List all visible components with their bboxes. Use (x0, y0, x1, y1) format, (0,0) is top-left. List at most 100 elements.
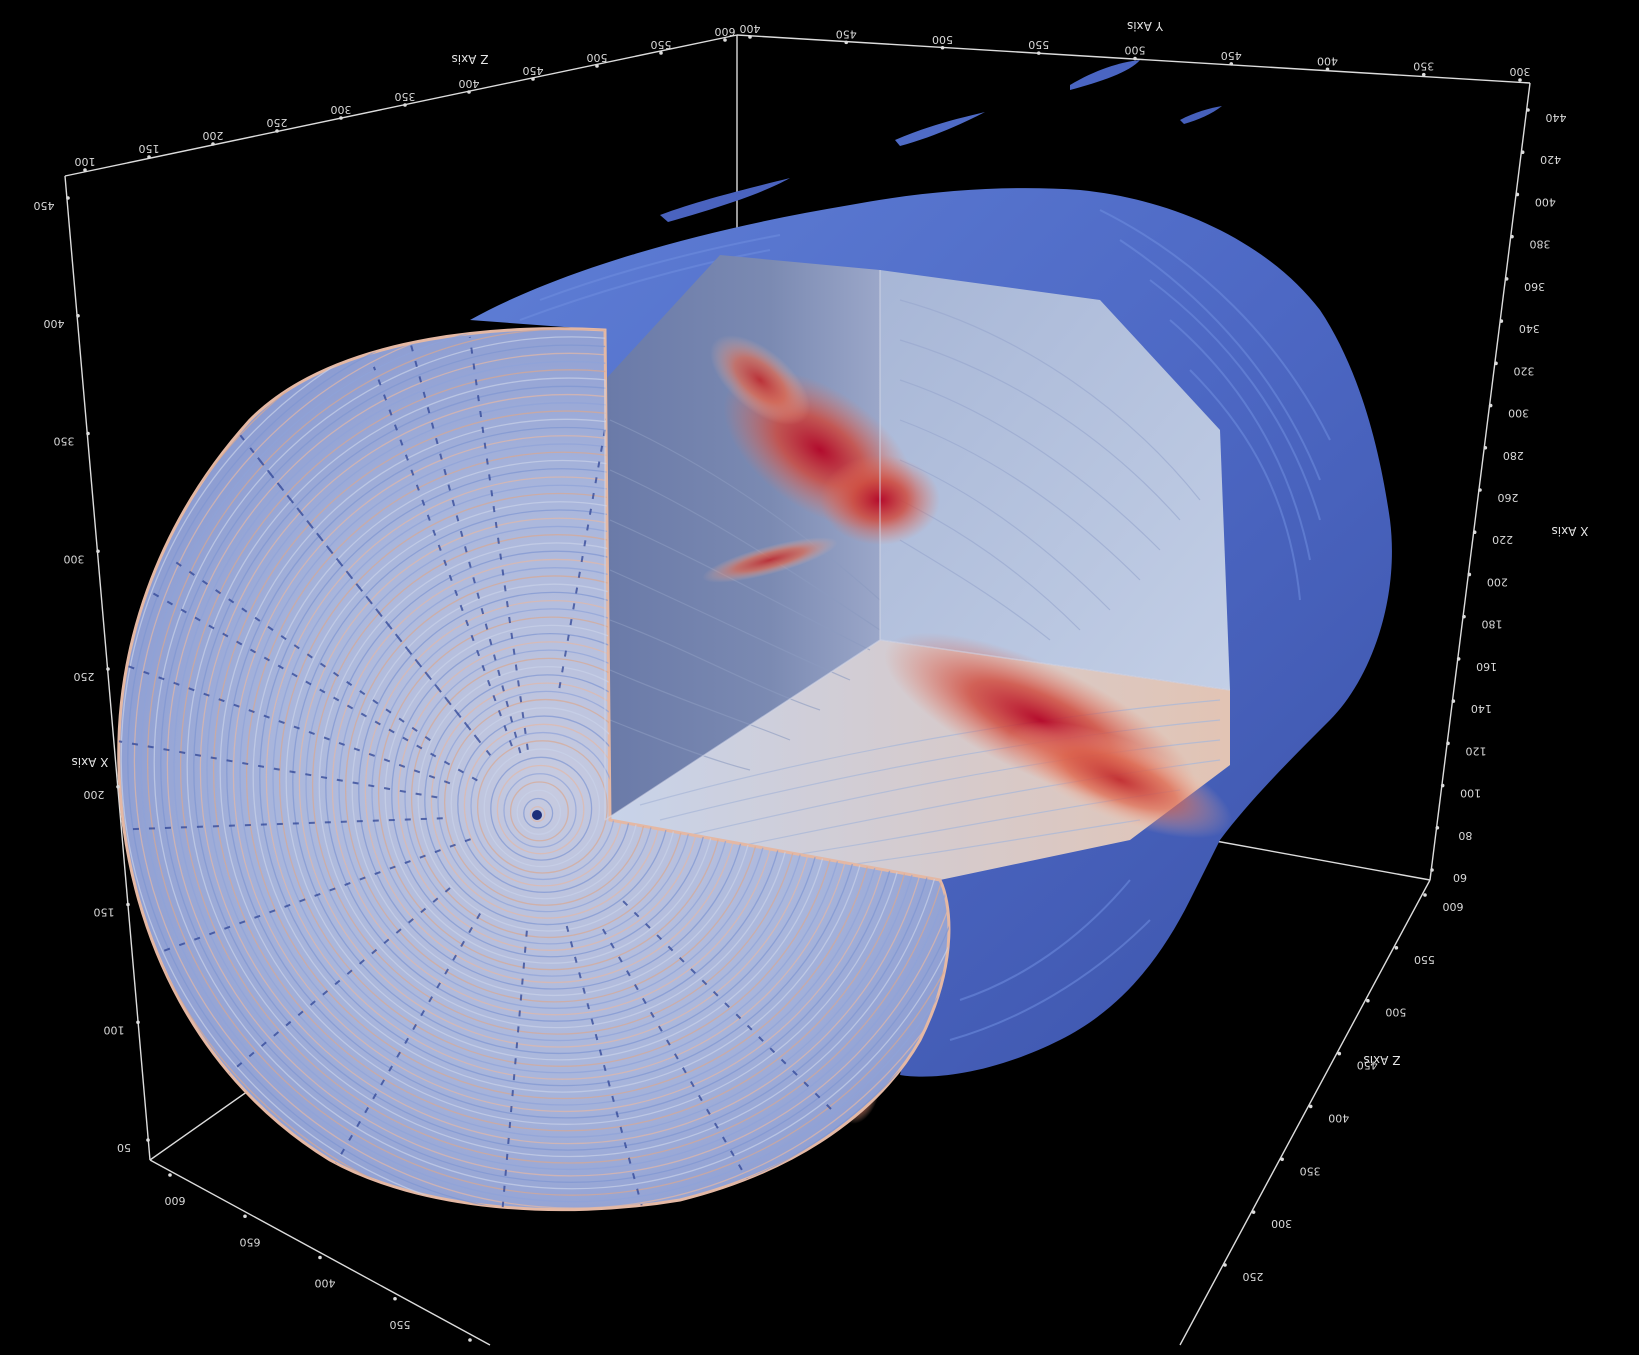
z-top-axis-tick-label: 550 (651, 38, 672, 51)
bottom-left-axis-tick-mark (318, 1256, 322, 1260)
z-right-axis-tick-mark (1223, 1263, 1227, 1267)
x-right-axis-tick-mark (1489, 404, 1493, 408)
x-right-axis-tick-mark (1521, 150, 1525, 154)
z-top-axis-tick-label: 500 (587, 51, 608, 64)
z-right-axis-tick-label: 400 (1328, 1111, 1349, 1124)
x-right-axis-tick-label: 420 (1540, 153, 1561, 166)
x-right-axis-tick-mark (1473, 530, 1477, 534)
z-top-axis-tick-label: 150 (139, 142, 160, 155)
x-right-axis-tick-label: 220 (1492, 533, 1513, 546)
z-right-axis-tick-mark (1309, 1105, 1313, 1109)
x-left-axis-tick-label: 100 (104, 1023, 125, 1036)
z-right-axis-tick-label: 300 (1271, 1217, 1292, 1230)
y-top-axis-tick-label: 350 (1413, 60, 1434, 73)
x-left-axis-tick-label: 400 (44, 317, 65, 330)
z-top-axis-tick-label: 400 (459, 77, 480, 90)
x-right-axis-tick-mark (1452, 699, 1456, 703)
x-left-axis-tick-mark (116, 785, 120, 789)
z-right-axis-tick-mark (1366, 999, 1370, 1003)
x-left-axis-tick-mark (126, 903, 130, 907)
x-left-axis-tick-label: 150 (94, 906, 115, 919)
z-top-axis-tick-label: 350 (395, 90, 416, 103)
x-left-axis-tick-mark (136, 1020, 140, 1024)
y-top-axis-tick-label: 400 (1317, 54, 1338, 67)
x-left-axis-title: X Axis (72, 755, 109, 769)
z-right-axis-tick-label: 500 (1385, 1006, 1406, 1019)
x-right-axis-tick-mark (1430, 868, 1434, 872)
y-top-axis-tick-label: 400 (740, 22, 761, 35)
x-right-axis-tick-label: 140 (1471, 702, 1492, 715)
bottom-left-axis-tick-mark (243, 1214, 247, 1218)
bottom-left-axis-tick-label: 650 (240, 1235, 261, 1248)
x-left-axis-tick-mark (66, 196, 70, 200)
x-right-axis-tick-label: 300 (1508, 407, 1529, 420)
x-left-axis-tick-mark (76, 314, 80, 318)
bottom-left-axis-tick-label: 550 (390, 1318, 411, 1331)
bottom-left-axis-tick-label: 600 (165, 1194, 186, 1207)
x-right-axis-tick-label: 400 (1535, 195, 1556, 208)
y-top-axis-title: Y Axis (1127, 19, 1164, 33)
x-right-axis-tick-mark (1441, 784, 1445, 788)
x-left-axis-tick-mark (96, 549, 100, 553)
x-right-axis-tick-mark (1510, 235, 1514, 239)
x-right-axis-tick-mark (1468, 573, 1472, 577)
y-top-axis-tick-label: 300 (1510, 65, 1531, 78)
y-top-axis-tick-label: 450 (1221, 49, 1242, 62)
x-right-axis-tick-label: 360 (1524, 280, 1545, 293)
x-left-axis-tick-label: 250 (74, 670, 95, 683)
x-right-axis-tick-label: 160 (1476, 660, 1497, 673)
x-right-axis-tick-mark (1500, 319, 1504, 323)
x-right-axis-tick-label: 260 (1498, 491, 1519, 504)
x-right-axis-tick-mark (1446, 742, 1450, 746)
x-right-axis-tick-label: 100 (1460, 787, 1481, 800)
x-right-axis-tick-label: 380 (1530, 238, 1551, 251)
x-right-axis-tick-mark (1484, 446, 1488, 450)
z-right-axis-tick-mark (1337, 1052, 1341, 1056)
x-left-axis-tick-label: 450 (34, 199, 55, 212)
x-right-axis-tick-mark (1457, 657, 1461, 661)
z-right-axis-tick-label: 600 (1443, 900, 1464, 913)
x-right-axis-tick-label: 200 (1487, 575, 1508, 588)
x-left-axis-tick-mark (106, 667, 110, 671)
y-top-axis-tick-label: 450 (836, 27, 857, 40)
x-right-axis-tick-label: 80 (1458, 829, 1472, 842)
z-top-axis-tick-label: 250 (267, 116, 288, 129)
z-top-axis-tick-label: 450 (523, 64, 544, 77)
z-right-axis-tick-mark (1423, 893, 1427, 897)
x-right-axis-tick-mark (1526, 108, 1530, 112)
x-right-axis-tick-label: 280 (1503, 449, 1524, 462)
z-right-axis-tick-mark (1395, 946, 1399, 950)
x-right-axis-tick-mark (1494, 362, 1498, 366)
bottom-left-axis-tick-mark (168, 1173, 172, 1177)
y-top-axis-tick-label: 550 (1028, 38, 1049, 51)
z-top-axis-tick-label: 100 (75, 155, 96, 168)
bottom-left-axis-tick-mark (393, 1297, 397, 1301)
x-right-axis-tick-label: 320 (1514, 364, 1535, 377)
z-top-axis-tick-label: 300 (331, 103, 352, 116)
x-left-axis-tick-label: 200 (84, 788, 105, 801)
x-right-axis-tick-mark (1478, 488, 1482, 492)
z-right-axis-tick-label: 550 (1414, 953, 1435, 966)
z-top-axis-title: Z Axis (452, 52, 489, 66)
z-right-axis-title: Z Axis (1364, 1053, 1401, 1067)
x-left-axis-tick-label: 350 (54, 435, 75, 448)
x-left-axis-tick-mark (86, 432, 90, 436)
x-right-axis-tick-label: 180 (1482, 618, 1503, 631)
x-left-axis-tick-label: 300 (64, 552, 85, 565)
z-top-axis-tick-label: 200 (203, 129, 224, 142)
x-left-axis-tick-label: 50 (117, 1141, 131, 1154)
x-right-axis-tick-label: 120 (1466, 744, 1487, 757)
bottom-left-axis-tick-label: 400 (315, 1277, 336, 1290)
y-top-axis-tick-label: 500 (1125, 44, 1146, 57)
x-right-axis-tick-mark (1516, 193, 1520, 197)
bottom-left-axis-tick-mark (468, 1338, 472, 1342)
x-right-axis-tick-mark (1462, 615, 1466, 619)
z-right-axis-tick-mark (1252, 1210, 1256, 1214)
z-right-axis-tick-mark (1280, 1157, 1284, 1161)
x-right-axis-tick-label: 440 (1546, 111, 1567, 124)
z-right-axis-tick-label: 350 (1300, 1164, 1321, 1177)
x-right-axis-tick-label: 60 (1453, 871, 1467, 884)
z-top-axis-tick-label: 600 (715, 25, 736, 38)
